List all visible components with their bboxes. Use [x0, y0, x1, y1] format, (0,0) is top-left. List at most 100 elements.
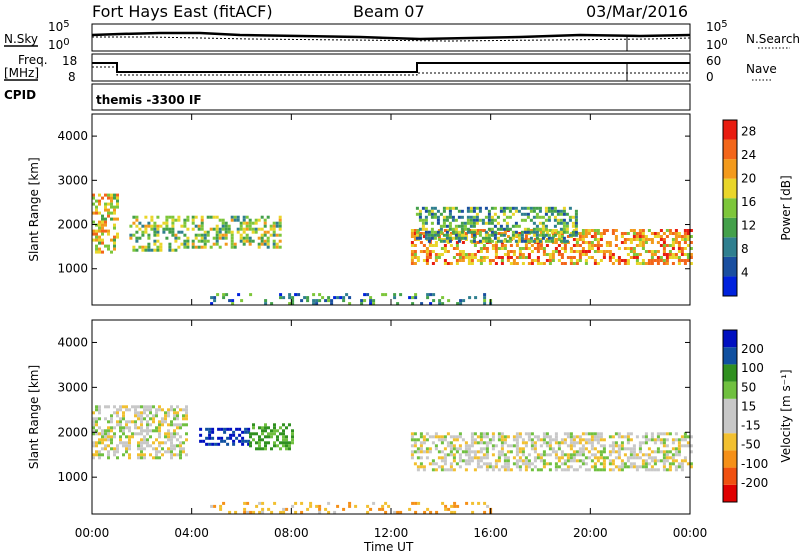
- power-cell: [623, 262, 627, 265]
- power-cell: [224, 233, 228, 237]
- velocity-cell: [536, 453, 540, 457]
- power-cell: [416, 256, 420, 259]
- power-cell: [559, 227, 563, 231]
- velocity-cell: [155, 453, 158, 457]
- velocity-cell: [563, 441, 567, 445]
- power-cell: [500, 259, 504, 262]
- power-cell: [224, 236, 228, 240]
- power-cell: [479, 229, 483, 232]
- velocity-cell: [581, 453, 585, 457]
- power-cell: [413, 235, 417, 238]
- power-cell: [490, 215, 494, 219]
- velocity-cell: [143, 429, 146, 433]
- velocity-cell: [226, 427, 230, 431]
- power-cell: [104, 217, 107, 221]
- velocity-cell: [530, 444, 534, 448]
- power-cell: [638, 229, 642, 232]
- velocity-cell: [485, 432, 489, 436]
- power-cell: [520, 239, 524, 243]
- velocity-cell: [95, 417, 98, 421]
- power-cell: [677, 250, 681, 253]
- nave-tick-bottom: 0: [706, 70, 714, 84]
- velocity-cell: [617, 444, 621, 448]
- power-cell: [629, 241, 633, 244]
- power-cell: [443, 250, 447, 253]
- velocity-cell: [453, 501, 457, 505]
- power-cell: [683, 241, 687, 244]
- power-cell: [542, 262, 546, 265]
- velocity-cell: [285, 435, 288, 439]
- velocity-cell: [282, 510, 286, 514]
- velocity-cell: [440, 441, 444, 445]
- power-cell: [466, 209, 470, 213]
- velocity-cell: [569, 438, 573, 442]
- power-cell: [650, 253, 654, 256]
- power-cell: [342, 296, 346, 300]
- velocity-cell: [276, 438, 279, 442]
- velocity-cell: [596, 459, 600, 463]
- velocity-cell: [527, 438, 531, 442]
- velocity-cell: [659, 459, 663, 463]
- power-cell: [503, 247, 507, 250]
- velocity-cell: [503, 459, 507, 463]
- power-cell: [222, 293, 226, 297]
- power-cell: [551, 253, 555, 256]
- power-cell: [686, 256, 690, 259]
- velocity-colorbar-segment: [723, 364, 737, 382]
- velocity-cell: [449, 435, 453, 439]
- velocity-cell: [170, 408, 173, 412]
- velocity-cell: [149, 435, 152, 439]
- velocity-cell: [110, 420, 113, 424]
- velocity-cell: [506, 456, 510, 460]
- power-cell: [650, 259, 654, 262]
- power-cell: [680, 238, 684, 241]
- velocity-cell: [146, 405, 149, 409]
- velocity-cell: [241, 436, 245, 440]
- power-cell: [458, 259, 462, 262]
- power-cell: [584, 235, 588, 238]
- power-cell: [156, 215, 160, 219]
- power-cell: [159, 242, 163, 246]
- power-cell: [242, 236, 246, 240]
- power-cell: [183, 239, 187, 243]
- velocity-cell: [599, 432, 603, 436]
- power-cell: [641, 238, 645, 241]
- power-cell: [683, 259, 687, 262]
- velocity-cell: [291, 429, 294, 433]
- power-cell: [419, 250, 423, 253]
- velocity-cell: [611, 441, 615, 445]
- velocity-cell: [494, 459, 498, 463]
- power-cell: [168, 215, 172, 219]
- velocity-cell: [179, 441, 182, 445]
- velocity-cell: [92, 429, 95, 433]
- power-cell: [659, 229, 663, 232]
- power-cell: [683, 229, 687, 232]
- velocity-cell: [146, 414, 149, 418]
- power-cell: [92, 196, 95, 200]
- velocity-cell: [557, 459, 561, 463]
- velocity-cell: [101, 429, 104, 433]
- velocity-colorbar-segment: [723, 398, 737, 416]
- velocity-cell: [211, 430, 215, 434]
- power-cell: [95, 247, 98, 251]
- velocity-cell: [560, 453, 564, 457]
- power-cell: [168, 248, 172, 252]
- power-cell: [509, 250, 513, 253]
- velocity-cell: [539, 468, 543, 472]
- power-cell: [476, 259, 480, 262]
- power-cell: [236, 218, 240, 222]
- velocity-cell: [158, 444, 161, 448]
- velocity-cell: [512, 435, 516, 439]
- power-cell: [242, 218, 246, 222]
- power-cell: [225, 293, 229, 297]
- power-cell: [171, 233, 175, 237]
- velocity-cell: [173, 435, 176, 439]
- power-cell: [544, 239, 548, 243]
- power-cell: [135, 224, 139, 228]
- power-cell: [156, 224, 160, 228]
- velocity-cell: [602, 459, 606, 463]
- velocity-cell: [566, 435, 570, 439]
- velocity-cell: [285, 441, 288, 445]
- power-cell: [578, 232, 582, 235]
